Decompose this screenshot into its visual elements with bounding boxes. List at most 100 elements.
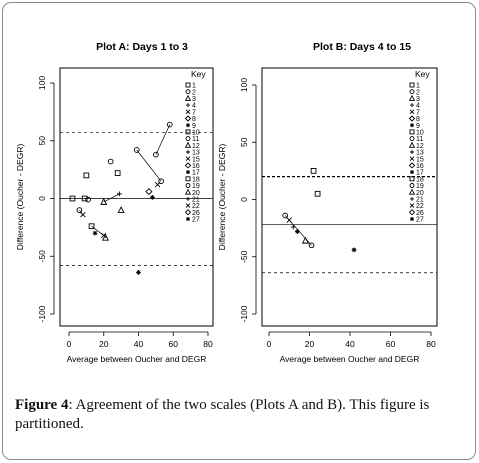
x-tick-label: 60: [386, 339, 396, 349]
x-tick-label: 0: [67, 339, 72, 349]
legend-marker: [184, 188, 192, 195]
legend-entry-label: 21: [416, 197, 424, 204]
legend-marker: [185, 129, 191, 135]
data-point: [100, 197, 108, 205]
legend-entry-label: 1: [416, 83, 420, 90]
legend-entry-label: 21: [192, 197, 200, 204]
legend-title: Key: [415, 69, 430, 79]
data-point: [290, 224, 296, 230]
legend-marker: [184, 94, 192, 101]
legend-marker: [410, 170, 414, 175]
legend-entry-label: 7: [192, 109, 196, 116]
legend-entry-label: 2: [416, 89, 420, 96]
data-point: [76, 207, 83, 213]
legend-title: Key: [191, 69, 206, 79]
legend-marker: [409, 129, 415, 135]
legend-marker: [410, 217, 414, 221]
legend-entry-label: 22: [192, 203, 200, 210]
legend-entry-label: 11: [192, 136, 199, 143]
legend-marker: [185, 89, 191, 95]
y-axis-label: Difference (Oucher - DEGR): [217, 144, 227, 251]
data-point: [88, 223, 95, 230]
plot-title: Plot A: Days 1 to 3: [96, 41, 188, 53]
data-point: [81, 195, 88, 202]
data-point: [314, 190, 321, 197]
data-point: [107, 158, 114, 165]
x-axis: 0 20 40 60 80: [67, 331, 213, 349]
legend-marker: [409, 183, 415, 188]
legend-marker: [186, 196, 190, 201]
data-point: [133, 147, 140, 153]
legend-entry-label: 15: [416, 156, 424, 163]
legend-marker: [408, 209, 416, 216]
figure-frame: [2, 2, 476, 460]
data-point: [114, 170, 121, 176]
legend-entry-label: 1: [192, 83, 196, 90]
legend-entry-label: 4: [416, 103, 420, 110]
legend-marker: [410, 103, 414, 108]
data-point: [80, 211, 86, 218]
x-axis-label: Average between Oucher and DEGR: [67, 354, 207, 364]
legend-marker: [409, 89, 415, 95]
legend-marker: [408, 115, 416, 122]
legend-entry-label: 3: [192, 96, 196, 103]
legend-entry-label: 12: [416, 143, 424, 150]
legend-marker: [409, 203, 415, 208]
y-tick-label: -50: [239, 250, 249, 263]
data-point: [92, 230, 98, 236]
y-tick-label: -100: [37, 305, 47, 322]
y-tick-label: -100: [239, 305, 249, 322]
legend-marker: [186, 103, 190, 108]
legend-entry-label: 27: [416, 217, 424, 224]
legend-entry-label: 8: [192, 116, 196, 123]
y-axis: -100 -50 0 50 100: [239, 78, 257, 323]
plot-title: Plot B: Days 4 to 15: [313, 41, 411, 53]
legend-marker: [410, 196, 414, 201]
y-tick-label: 50: [239, 137, 249, 147]
legend-entry-label: 16: [416, 163, 424, 170]
legend-marker: [184, 115, 192, 122]
legend-marker: [409, 82, 415, 88]
data-point: [150, 194, 155, 200]
legend-marker: [185, 156, 191, 162]
x-tick-label: 60: [169, 339, 179, 349]
legend-entry-label: 8: [416, 116, 420, 123]
x-tick-label: 20: [99, 339, 109, 349]
legend-entry-label: 13: [416, 150, 424, 157]
plot-box: [261, 67, 438, 327]
y-tick-label: 0: [239, 197, 249, 202]
x-axis-label: Average between Oucher and DEGR: [280, 354, 420, 364]
legend-marker: [408, 94, 416, 101]
data-point: [85, 196, 91, 203]
legend-entry-label: 15: [192, 156, 200, 163]
legend-marker: [185, 183, 191, 188]
data-point: [301, 236, 309, 244]
data-point: [116, 191, 122, 197]
legend-entry-label: 10: [416, 130, 424, 137]
x-tick-label: 40: [134, 339, 144, 349]
x-tick-label: 20: [305, 339, 315, 349]
legend-entry-label: 10: [192, 130, 200, 137]
legend-entry-label: 20: [192, 190, 200, 197]
connecting-segment: [155, 124, 171, 155]
legend-marker: [186, 150, 190, 154]
connecting-segment: [136, 149, 162, 182]
data-point: [145, 188, 153, 196]
legend-marker: [185, 109, 191, 115]
y-tick-label: -50: [37, 250, 47, 263]
y-tick-label: 0: [37, 196, 47, 201]
legend-entry-label: 19: [416, 183, 424, 190]
data-point: [117, 206, 125, 213]
legend-marker: [410, 123, 414, 128]
x-tick-label: 80: [426, 339, 436, 349]
data-point: [294, 229, 300, 234]
y-axis-label: Difference (Oucher - DEGR): [15, 144, 25, 251]
legend-entry-label: 22: [416, 203, 424, 210]
legend-marker: [185, 136, 191, 142]
legend-entry-label: 12: [192, 143, 200, 150]
figure-caption: Figure 4: Agreement of the two scales (P…: [15, 396, 465, 434]
